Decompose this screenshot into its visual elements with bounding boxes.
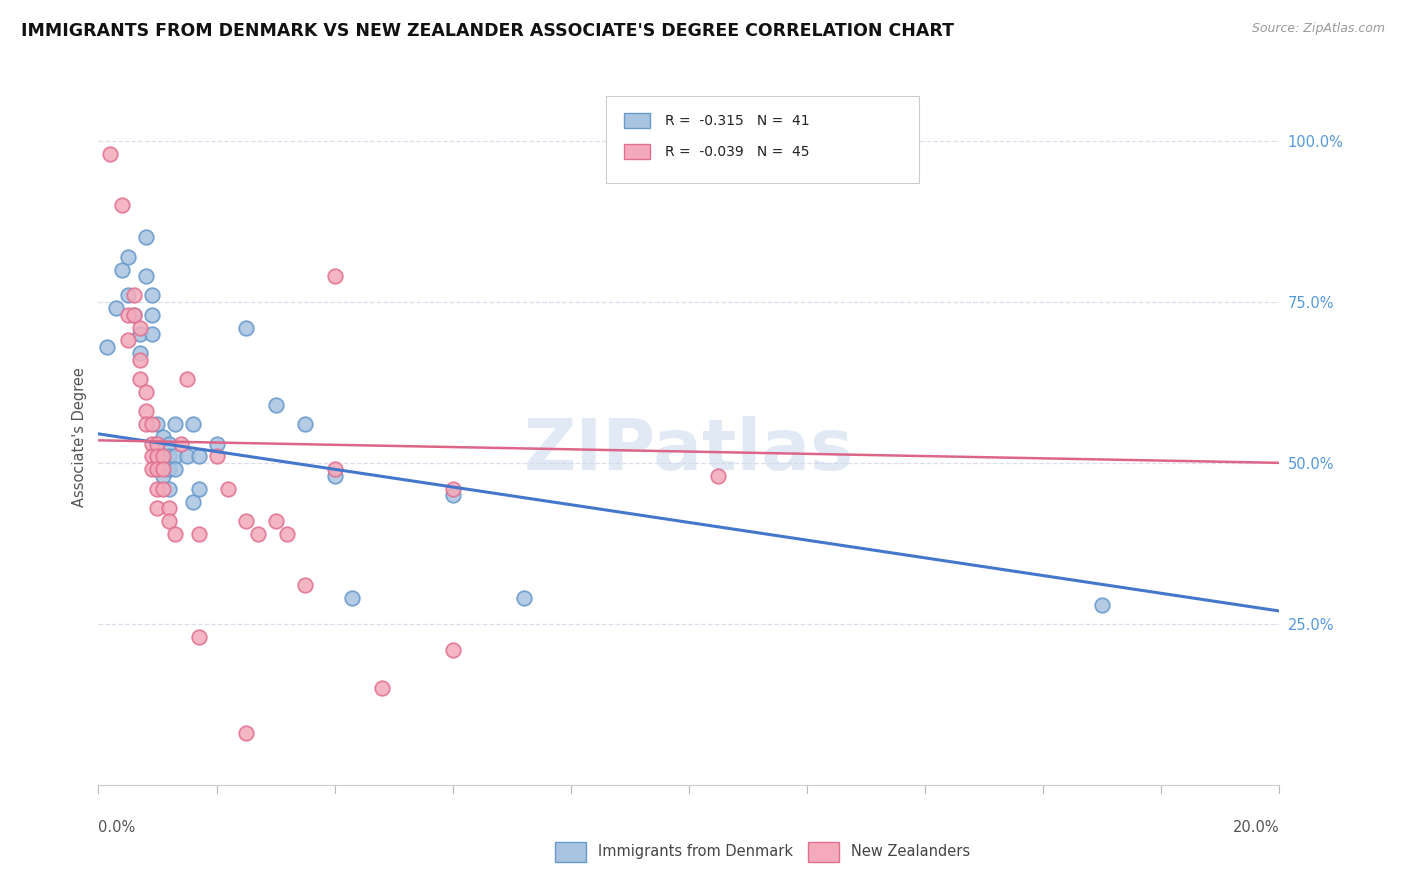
Point bbox=[141, 436, 163, 450]
Point bbox=[512, 591, 534, 606]
Point bbox=[235, 514, 257, 528]
Point bbox=[152, 482, 174, 496]
Point bbox=[294, 417, 316, 432]
Point bbox=[157, 436, 180, 450]
Point bbox=[128, 320, 150, 334]
Point bbox=[117, 334, 139, 348]
Point bbox=[128, 352, 150, 367]
Point bbox=[135, 268, 157, 283]
Point bbox=[264, 398, 287, 412]
Text: 20.0%: 20.0% bbox=[1233, 820, 1279, 835]
Point bbox=[117, 288, 139, 302]
Point bbox=[441, 482, 464, 496]
Point bbox=[441, 642, 464, 657]
Point bbox=[122, 308, 145, 322]
Point bbox=[176, 372, 198, 386]
Point bbox=[141, 288, 163, 302]
FancyBboxPatch shape bbox=[624, 113, 650, 128]
Point bbox=[165, 462, 187, 476]
Point bbox=[157, 462, 180, 476]
Point bbox=[117, 308, 139, 322]
Point bbox=[152, 468, 174, 483]
Point bbox=[187, 630, 209, 644]
Point bbox=[135, 404, 157, 418]
Point bbox=[146, 500, 169, 515]
Text: R =  -0.315   N =  41: R = -0.315 N = 41 bbox=[665, 113, 810, 128]
Point bbox=[187, 482, 209, 496]
Point bbox=[128, 372, 150, 386]
Point bbox=[276, 526, 298, 541]
Point bbox=[141, 450, 163, 464]
Point bbox=[128, 346, 150, 360]
Point bbox=[98, 146, 121, 161]
Point bbox=[165, 417, 187, 432]
Point bbox=[205, 450, 228, 464]
Point bbox=[181, 417, 204, 432]
Point bbox=[141, 308, 163, 322]
Point bbox=[128, 326, 150, 341]
Point bbox=[122, 308, 145, 322]
Point bbox=[141, 462, 163, 476]
Text: Immigrants from Denmark: Immigrants from Denmark bbox=[598, 845, 793, 859]
Text: ZIPatlas: ZIPatlas bbox=[524, 417, 853, 485]
Point bbox=[187, 526, 209, 541]
Point bbox=[135, 417, 157, 432]
Point bbox=[157, 500, 180, 515]
Point bbox=[205, 436, 228, 450]
Point bbox=[441, 488, 464, 502]
Point bbox=[117, 250, 139, 264]
Point bbox=[235, 726, 257, 740]
Text: Source: ZipAtlas.com: Source: ZipAtlas.com bbox=[1251, 22, 1385, 36]
Point bbox=[181, 494, 204, 508]
Point bbox=[146, 462, 169, 476]
Point bbox=[111, 262, 134, 277]
Point bbox=[157, 514, 180, 528]
Point bbox=[157, 482, 180, 496]
Point bbox=[165, 526, 187, 541]
Point bbox=[152, 450, 174, 464]
Point bbox=[146, 450, 169, 464]
Point bbox=[342, 591, 364, 606]
Point bbox=[105, 301, 128, 316]
Point bbox=[323, 268, 346, 283]
Point bbox=[111, 198, 134, 212]
Point bbox=[135, 384, 157, 399]
Point bbox=[146, 482, 169, 496]
Point bbox=[152, 450, 174, 464]
Text: R =  -0.039   N =  45: R = -0.039 N = 45 bbox=[665, 145, 810, 159]
Point bbox=[246, 526, 269, 541]
Point bbox=[122, 288, 145, 302]
Point bbox=[141, 417, 163, 432]
Point bbox=[323, 468, 346, 483]
Point bbox=[141, 326, 163, 341]
Point bbox=[217, 482, 239, 496]
Point bbox=[707, 468, 730, 483]
Point bbox=[146, 450, 169, 464]
Point bbox=[152, 430, 174, 444]
FancyBboxPatch shape bbox=[606, 96, 920, 183]
Point bbox=[176, 450, 198, 464]
Point bbox=[187, 450, 209, 464]
Point bbox=[96, 340, 118, 354]
Point bbox=[146, 462, 169, 476]
Point bbox=[146, 436, 169, 450]
Point bbox=[165, 450, 187, 464]
Point bbox=[170, 436, 193, 450]
Text: 0.0%: 0.0% bbox=[98, 820, 135, 835]
Point bbox=[371, 681, 394, 696]
Text: New Zealanders: New Zealanders bbox=[851, 845, 970, 859]
Text: IMMIGRANTS FROM DENMARK VS NEW ZEALANDER ASSOCIATE'S DEGREE CORRELATION CHART: IMMIGRANTS FROM DENMARK VS NEW ZEALANDER… bbox=[21, 22, 955, 40]
Point bbox=[235, 320, 257, 334]
Point bbox=[1091, 598, 1114, 612]
Y-axis label: Associate's Degree: Associate's Degree bbox=[72, 368, 87, 507]
Point bbox=[146, 436, 169, 450]
Point bbox=[146, 417, 169, 432]
FancyBboxPatch shape bbox=[624, 145, 650, 160]
Point bbox=[157, 450, 180, 464]
Point bbox=[323, 462, 346, 476]
Point bbox=[264, 514, 287, 528]
Point bbox=[294, 578, 316, 592]
Point bbox=[152, 462, 174, 476]
Point bbox=[135, 230, 157, 244]
